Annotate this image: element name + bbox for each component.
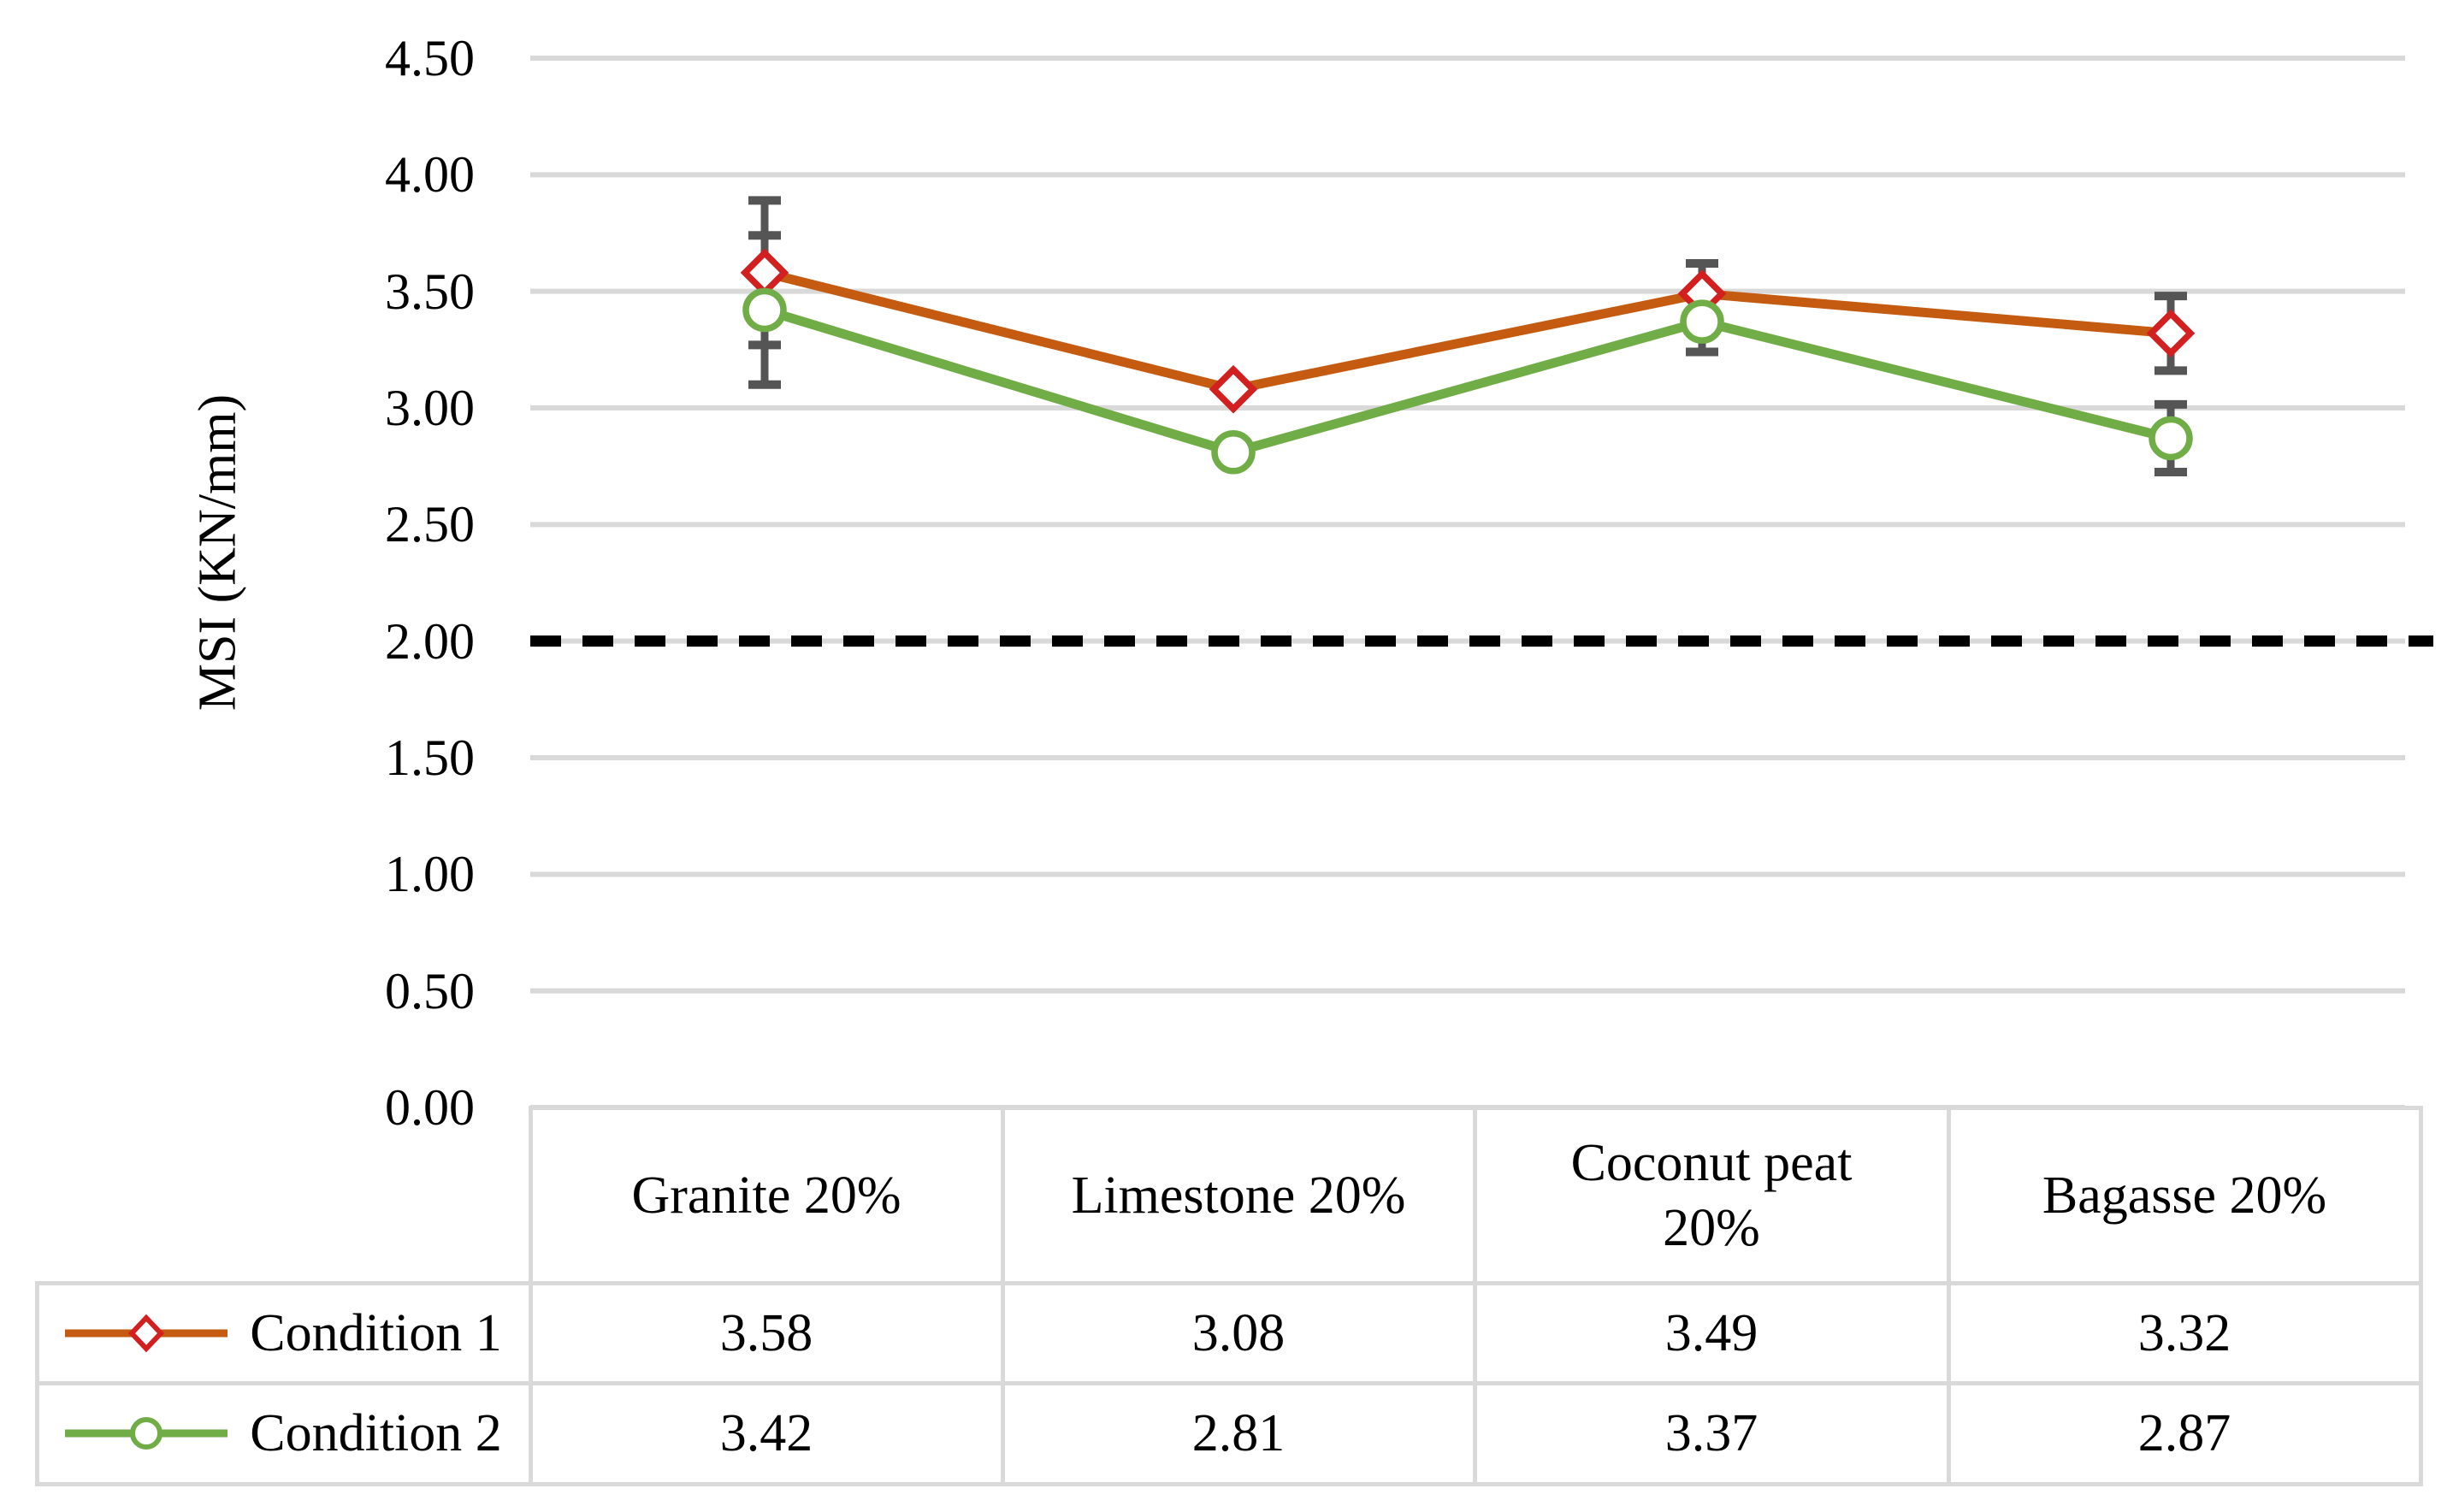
- series-line-condition-1: [763, 268, 2172, 394]
- diamond-marker: [1209, 364, 1258, 414]
- table-header-text: Bagasse 20%: [2042, 1166, 2327, 1225]
- y-axis-tick-label: 2.50: [385, 496, 475, 553]
- diamond-marker: [2146, 309, 2196, 358]
- y-axis-tick-label: 1.00: [385, 846, 475, 903]
- circle-marker: [1680, 299, 1724, 344]
- table-value-cell: 3.42: [719, 1404, 813, 1462]
- table-header-text: Coconut peat: [1570, 1133, 1853, 1192]
- table-value-cell: 3.58: [719, 1303, 813, 1362]
- legend-diamond-line-icon: [65, 1314, 228, 1352]
- table-value-cell: 3.08: [1191, 1303, 1286, 1362]
- legend-item-condition-1: Condition 1: [37, 1283, 530, 1383]
- y-axis-title: MSI (KN/mm): [188, 393, 247, 712]
- table-header-text: 20%: [1663, 1198, 1760, 1257]
- circle-marker: [742, 287, 787, 333]
- circle-marker: [1211, 430, 1256, 475]
- y-axis-tick-label: 0.00: [385, 1079, 475, 1136]
- table-value-cell: 2.81: [1191, 1404, 1286, 1462]
- table-value-cell: 3.49: [1664, 1303, 1758, 1362]
- y-axis-tick-label: 3.50: [385, 263, 475, 320]
- table-value-cell: 2.87: [2137, 1404, 2231, 1462]
- y-axis-tick-label: 4.50: [385, 30, 475, 86]
- y-axis-tick-label: 2.00: [385, 612, 475, 670]
- circle-marker: [2149, 416, 2193, 461]
- y-axis-tick-label: 1.50: [385, 729, 475, 786]
- table-value-cell: 3.37: [1664, 1404, 1758, 1462]
- table-border-vertical: [1000, 1105, 1005, 1486]
- table-border-horizontal: [34, 1481, 2423, 1486]
- table-border-horizontal: [34, 1380, 2423, 1385]
- table-header-cell: Bagasse 20%: [1948, 1107, 2420, 1283]
- series-line-condition-2: [763, 305, 2172, 458]
- table-header-text: Limestone 20%: [1071, 1166, 1406, 1225]
- table-border-vertical: [1472, 1105, 1477, 1486]
- legend-label: Condition 2: [250, 1404, 502, 1462]
- table-header-text: Granite 20%: [631, 1166, 901, 1225]
- y-axis-tick-label: 0.50: [385, 962, 475, 1019]
- legend-label: Condition 1: [250, 1303, 502, 1362]
- table-header-cell: Granite 20%: [530, 1107, 1002, 1283]
- legend-item-condition-2: Condition 2: [37, 1383, 530, 1484]
- legend-circle-line-icon: [65, 1417, 228, 1450]
- table-value-cell: 3.32: [2137, 1303, 2231, 1362]
- y-axis-tick-label: 3.00: [385, 380, 475, 436]
- table-header-cell: Limestone 20%: [1002, 1107, 1475, 1283]
- table-border-legend-left: [34, 1280, 39, 1486]
- table-header-cell: Coconut peat 20%: [1475, 1107, 1948, 1283]
- diamond-marker: [740, 248, 789, 298]
- y-axis-tick-label: 4.00: [385, 146, 475, 204]
- table-border-vertical: [2418, 1105, 2423, 1486]
- table-border-horizontal: [34, 1280, 2423, 1285]
- table-border-vertical: [528, 1105, 533, 1486]
- table-border-vertical: [1946, 1105, 1951, 1486]
